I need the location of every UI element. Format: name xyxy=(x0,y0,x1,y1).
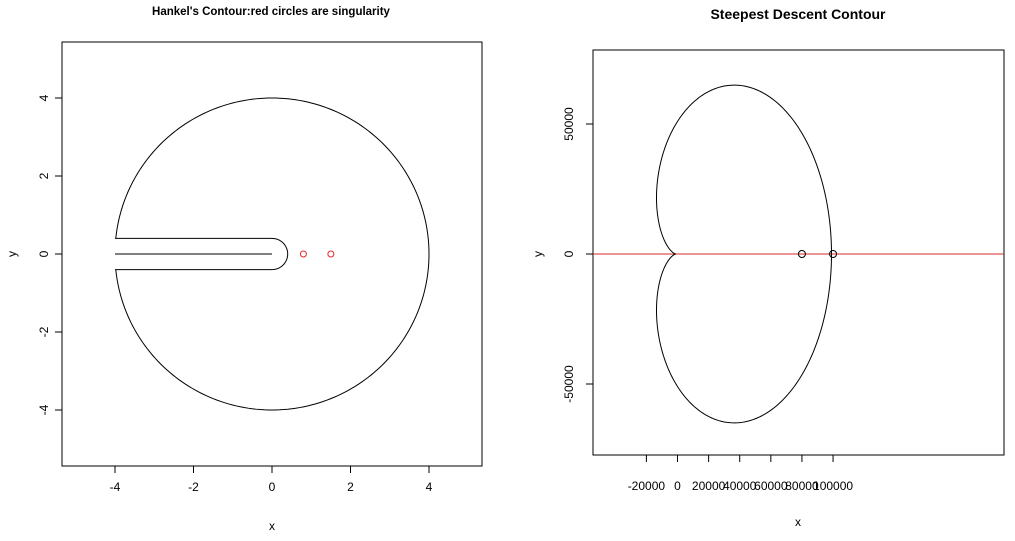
left-y-axis: -4 -2 0 2 4 xyxy=(37,94,62,415)
left-x-tick-label: 0 xyxy=(269,480,276,494)
singularity-marker xyxy=(327,250,335,258)
right-y-tick-label: -50000 xyxy=(562,365,576,403)
right-y-tick-label: 0 xyxy=(562,250,576,257)
saddle-point-marker xyxy=(829,250,838,258)
right-y-axis-label: y xyxy=(531,251,545,257)
saddle-point-marker xyxy=(797,250,806,258)
left-panel: Hankel's Contour:red circles are singula… xyxy=(5,6,483,533)
outer-circle-path xyxy=(115,97,430,411)
right-x-tick-label: 0 xyxy=(674,479,681,493)
left-y-tick-label: 2 xyxy=(37,172,51,179)
right-panel: Steepest Descent Contour -20000 0 20000400… xyxy=(531,6,1005,529)
left-x-tick-label: -2 xyxy=(188,480,199,494)
left-x-tick-label: 4 xyxy=(426,480,433,494)
right-x-tick-label: 80000 xyxy=(785,479,819,493)
right-x-tick-label: 20000 xyxy=(692,479,726,493)
right-plot-frame xyxy=(592,49,1005,456)
left-y-tick-label: 0 xyxy=(37,250,51,257)
left-x-tick-label: -4 xyxy=(110,480,121,494)
left-y-axis-label: y xyxy=(5,251,19,257)
left-y-tick-label: 4 xyxy=(37,94,51,101)
singularity-marker xyxy=(299,250,307,258)
right-plot-area xyxy=(593,84,1004,424)
right-x-tick-label: 60000 xyxy=(754,479,788,493)
left-x-axis: -4 -2 0 2 4 xyxy=(110,466,433,494)
right-x-tick-label: 40000 xyxy=(723,479,757,493)
left-x-tick-label: 2 xyxy=(347,480,354,494)
left-title: Hankel's Contour:red circles are singula… xyxy=(152,6,391,18)
right-x-tick-label: -20000 xyxy=(628,479,666,493)
steepest-descent-curve xyxy=(656,84,832,424)
left-y-tick-label: -4 xyxy=(37,404,51,415)
right-y-tick-label: 50000 xyxy=(562,107,576,141)
left-plot-area xyxy=(115,97,430,411)
right-x-tick-label: 100000 xyxy=(813,479,853,493)
right-y-axis: -50000 0 50000 xyxy=(562,107,593,403)
right-title: Steepest Descent Contour xyxy=(710,6,886,22)
left-y-tick-label: -2 xyxy=(37,326,51,337)
keyhole-slit-path xyxy=(115,237,289,271)
right-x-axis-label: x xyxy=(795,515,801,529)
left-x-axis-label: x xyxy=(269,519,275,533)
